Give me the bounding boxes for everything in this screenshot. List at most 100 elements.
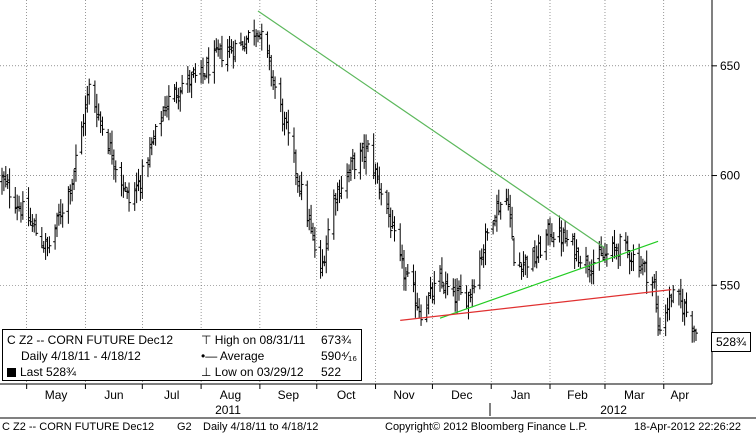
x-tick-label: Mar bbox=[624, 388, 645, 402]
footer-page: G2 bbox=[177, 421, 192, 433]
ohlc-bar bbox=[684, 292, 689, 318]
ohlc-bar bbox=[485, 228, 490, 241]
ohlc-bar bbox=[286, 109, 291, 146]
ohlc-bar bbox=[127, 182, 132, 212]
footer-range: Daily 4/18/11 to 4/18/12 bbox=[203, 421, 319, 433]
ohlc-bar bbox=[100, 116, 105, 136]
legend-last: Last 528¾ bbox=[7, 364, 76, 380]
plot-area bbox=[0, 0, 712, 384]
year-label: 2011 bbox=[215, 403, 241, 417]
x-tick-label: Jul bbox=[164, 388, 179, 402]
ohlc-bar bbox=[644, 250, 649, 294]
ohlc-bar bbox=[219, 35, 224, 68]
footer: C Z2 -- CORN FUTURE Dec12 G2 Daily 4/18/… bbox=[0, 418, 756, 436]
footer-copyright: Copyright© 2012 Bloomberg Finance L.P. bbox=[385, 421, 588, 433]
ohlc-bar bbox=[47, 236, 52, 254]
ohlc-bar bbox=[591, 249, 596, 285]
ohlc-bar bbox=[259, 23, 264, 51]
chart-legend: C Z2 -- CORN FUTURE Dec12 ⊤ High on 08/3… bbox=[2, 329, 362, 381]
y-tick-label: 650 bbox=[720, 59, 740, 73]
x-tick-label: Sep bbox=[278, 388, 300, 402]
ohlc-bar bbox=[405, 264, 410, 277]
ohlc-bar bbox=[180, 74, 185, 95]
footer-timestamp: 18-Apr-2012 22:26:22 bbox=[634, 421, 742, 433]
ohlc-bar bbox=[631, 244, 636, 272]
ohlc-bar bbox=[123, 182, 128, 192]
legend-range: Daily 4/18/11 - 4/18/12 bbox=[21, 349, 141, 363]
trendline bbox=[439, 240, 659, 319]
ohlc-bar bbox=[273, 76, 278, 99]
ohlc-bar bbox=[517, 252, 522, 268]
low-marker-icon: ⊥ bbox=[201, 365, 212, 379]
legend-average-value: 590⁴⁄₁₆ bbox=[321, 349, 358, 363]
ohlc-bar bbox=[458, 274, 463, 295]
x-tick-label: Feb bbox=[567, 388, 588, 402]
year-labels: 2011 2012 bbox=[215, 403, 627, 417]
ohlc-bar bbox=[538, 236, 543, 258]
ohlc-bar bbox=[472, 279, 477, 294]
ohlc-bar bbox=[113, 160, 118, 183]
ohlc-bar bbox=[657, 317, 662, 335]
ohlc-bar bbox=[246, 30, 251, 43]
ohlc-bar bbox=[445, 273, 450, 296]
average-marker-icon: •— bbox=[201, 349, 218, 363]
ohlc-bar bbox=[388, 207, 393, 239]
ohlc-bar bbox=[60, 203, 65, 228]
last-price-tag: 528¾ bbox=[711, 332, 752, 352]
y-axis-labels: 550 600 650 bbox=[712, 59, 740, 292]
x-tick-label: Jun bbox=[104, 388, 123, 402]
ohlc-bar bbox=[153, 124, 158, 146]
ohlc-bar bbox=[293, 149, 298, 186]
x-tick-label: Apr bbox=[671, 388, 690, 402]
year-label: 2012 bbox=[600, 403, 627, 417]
ohlc-bar bbox=[166, 85, 171, 121]
ohlc-bar bbox=[419, 304, 424, 326]
ohlc-bar bbox=[233, 39, 238, 63]
trendline bbox=[257, 10, 606, 249]
ohlc-bar bbox=[73, 144, 78, 182]
ohlc-bar bbox=[432, 271, 437, 305]
ohlc-bar bbox=[511, 237, 516, 266]
ohlc-bar bbox=[365, 139, 370, 153]
ohlc-bar bbox=[326, 218, 331, 251]
trendlines bbox=[257, 10, 672, 321]
x-tick-label: Oct bbox=[337, 388, 356, 402]
ohlc-bar bbox=[525, 255, 530, 278]
legend-high-label: ⊤ High on 08/31/11 bbox=[201, 333, 306, 347]
ohlc-bar bbox=[392, 216, 397, 242]
x-tick-label: Jan bbox=[511, 388, 530, 402]
legend-low-label: ⊥ Low on 03/29/12 bbox=[201, 365, 304, 379]
ohlc-bars bbox=[0, 19, 698, 343]
x-tick-label: Aug bbox=[220, 388, 241, 402]
last-square-icon bbox=[7, 368, 16, 377]
ohlc-bar bbox=[510, 206, 515, 240]
y-tick-label: 550 bbox=[720, 278, 740, 292]
ohlc-bar bbox=[206, 47, 211, 84]
ohlc-bar bbox=[20, 191, 25, 220]
ohlc-bar bbox=[671, 285, 676, 304]
footer-ticker: C Z2 -- CORN FUTURE Dec12 bbox=[2, 421, 155, 433]
ohlc-bar bbox=[565, 229, 570, 247]
ohlc-bar bbox=[551, 232, 556, 248]
ohlc-bar bbox=[439, 257, 444, 289]
ohlc-bar bbox=[7, 168, 12, 209]
ohlc-bar bbox=[87, 78, 92, 105]
ohlc-bar bbox=[193, 63, 198, 83]
ohlc-bar bbox=[140, 159, 145, 199]
ohlc-bar bbox=[312, 227, 317, 258]
legend-high-value: 673¾ bbox=[321, 333, 352, 347]
ohlc-bar bbox=[604, 244, 609, 267]
ohlc-bar bbox=[299, 171, 304, 201]
x-tick-label: May bbox=[45, 388, 68, 402]
ohlc-bar bbox=[379, 183, 384, 206]
ohlc-bar bbox=[34, 213, 39, 236]
ohlc-bar bbox=[578, 255, 583, 269]
x-tick-label: Nov bbox=[393, 388, 414, 402]
ohlc-bar bbox=[498, 201, 503, 220]
high-marker-icon: ⊤ bbox=[201, 333, 212, 347]
ohlc-bar bbox=[339, 175, 344, 200]
x-axis-labels: May Jun Jul Aug Sep Oct Nov Dec Jan Feb Mar Apr bbox=[26, 384, 690, 402]
ohlc-bar bbox=[694, 328, 698, 342]
ohlc-bar bbox=[352, 152, 357, 180]
